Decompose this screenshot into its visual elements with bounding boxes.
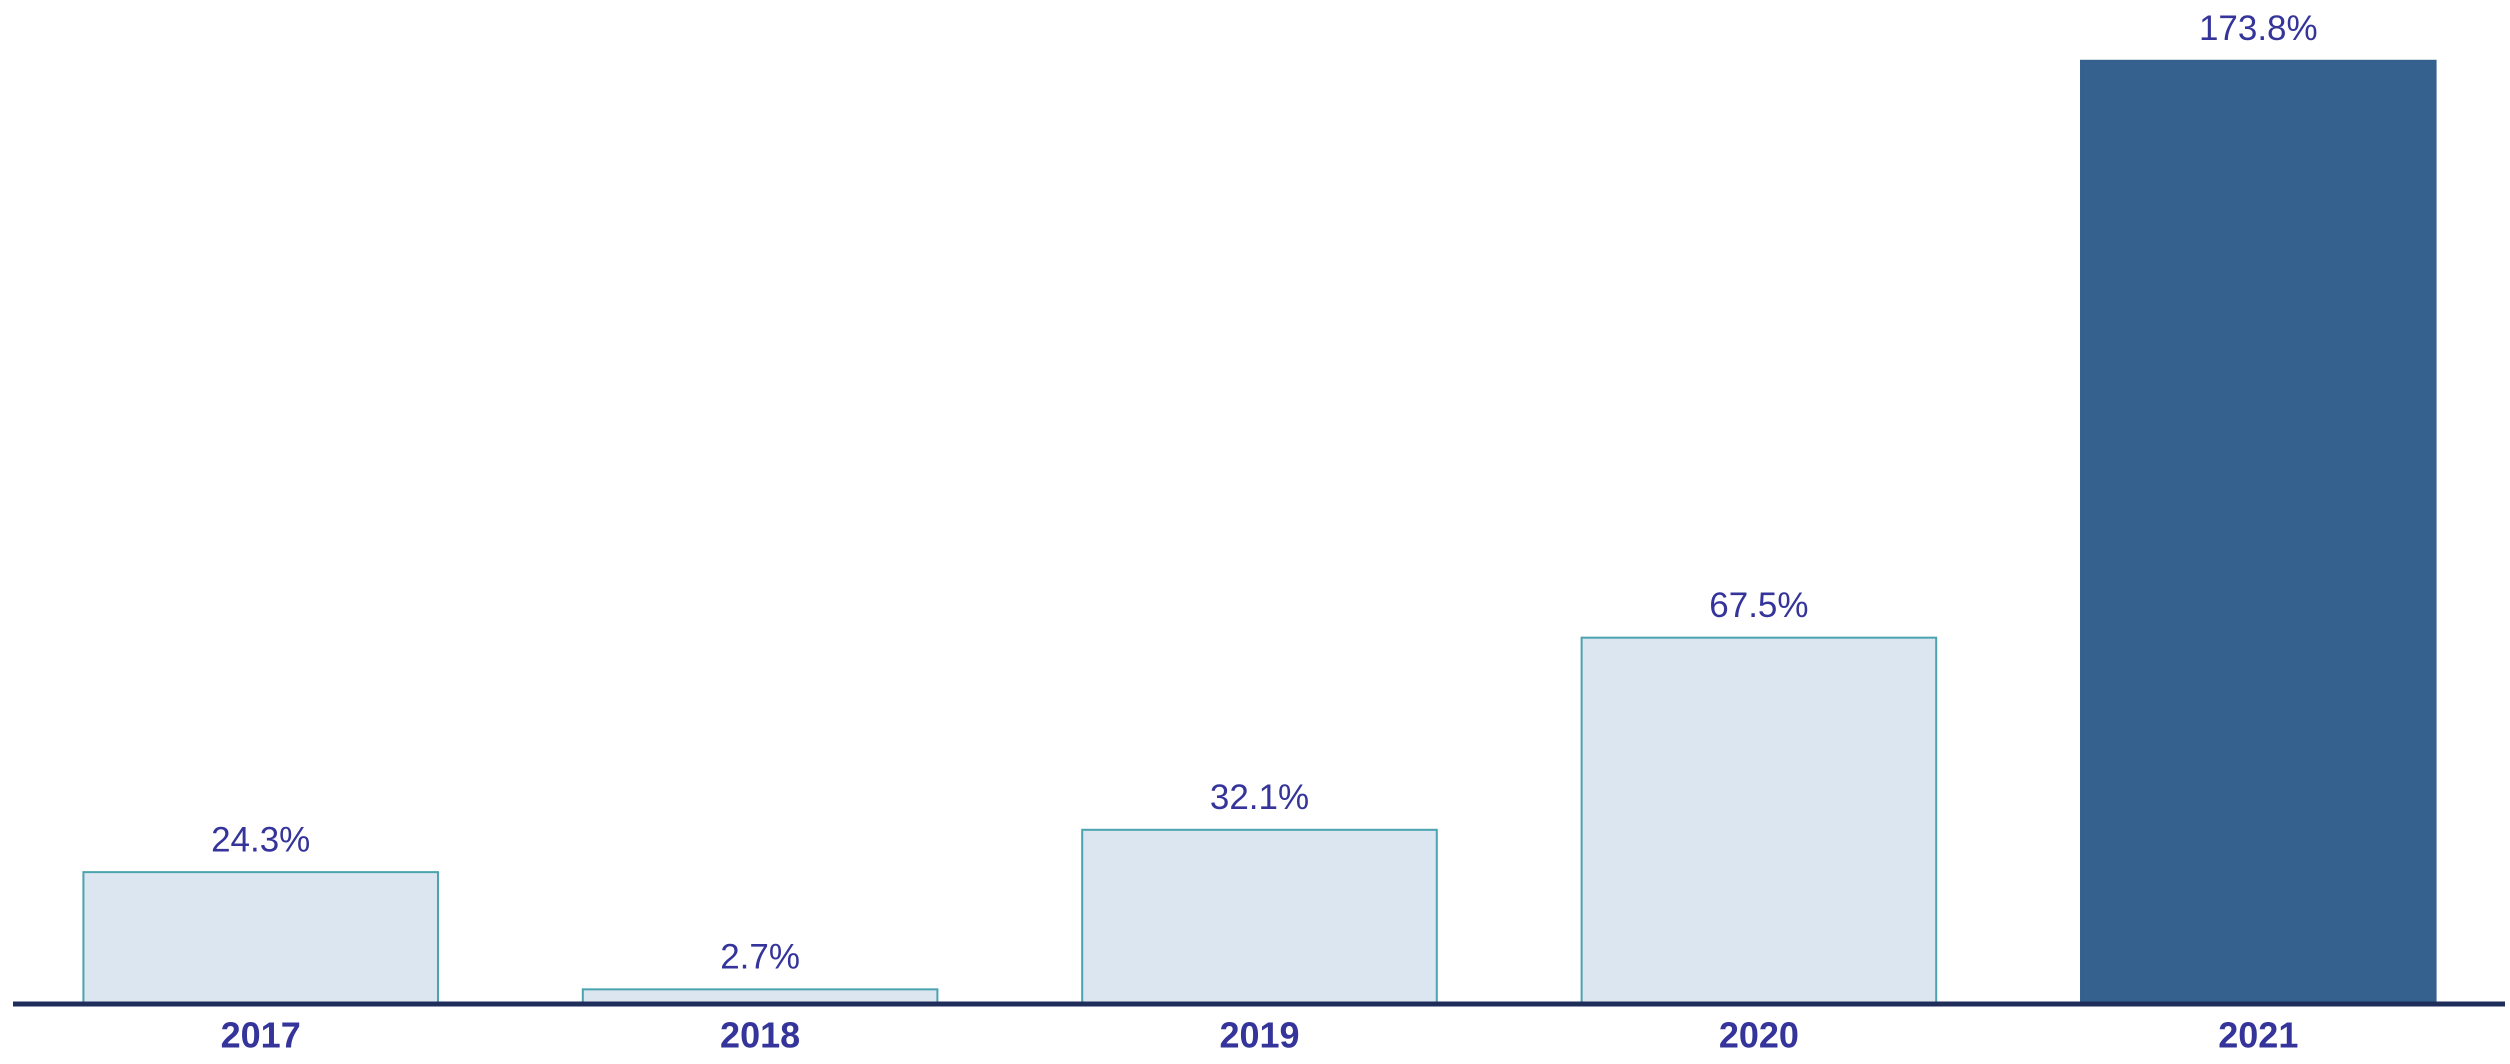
bar	[82, 871, 439, 1005]
value-label: 2.7%	[720, 938, 800, 977]
bar	[2080, 59, 2437, 1005]
bar	[1580, 636, 1938, 1005]
x-tick-label: 2020	[1719, 1015, 1799, 1056]
value-label: 173.8%	[2199, 9, 2318, 48]
x-tick-label: 2017	[221, 1015, 301, 1056]
bar	[1081, 828, 1438, 1005]
x-tick-label: 2021	[2218, 1015, 2298, 1056]
x-tick-label: 2019	[1219, 1015, 1299, 1056]
value-label: 32.1%	[1210, 778, 1309, 817]
x-tick-label: 2018	[720, 1015, 800, 1056]
value-label: 67.5%	[1709, 586, 1808, 625]
value-label: 24.3%	[211, 820, 310, 859]
